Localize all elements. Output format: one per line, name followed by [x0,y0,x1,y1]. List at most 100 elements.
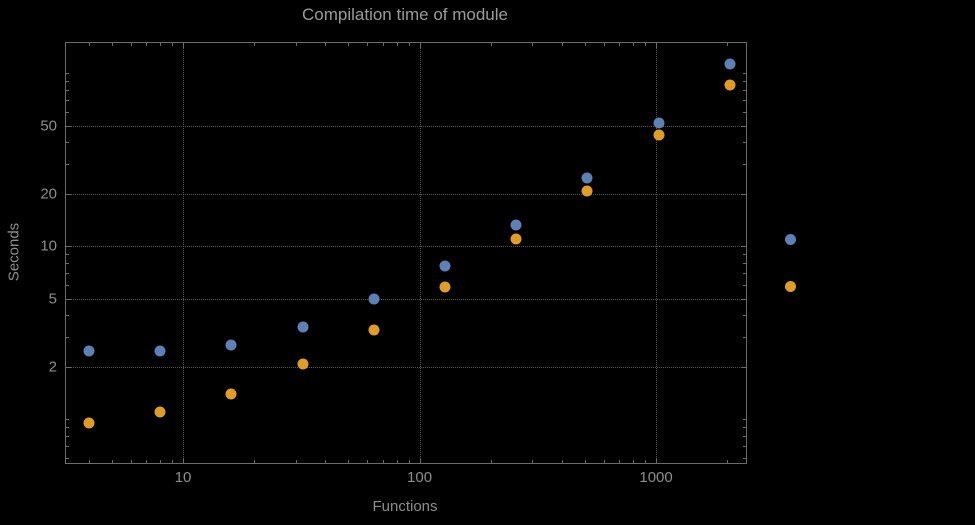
y-minor-tick [743,427,746,429]
y-major-tick [741,298,746,300]
x-minor-tick [603,43,605,46]
x-minor-tick [348,460,350,463]
x-minor-tick [408,460,410,463]
data-point-series-2 [297,358,309,370]
x-tick-label: 1000 [639,469,673,486]
y-minor-tick [743,254,746,256]
x-major-tick [419,43,421,48]
x-minor-tick [172,43,174,46]
x-minor-tick [619,43,621,46]
x-minor-tick [382,43,384,46]
data-point-series-2 [83,417,95,429]
data-point-series-2 [510,233,522,245]
y-gridline [66,246,746,248]
y-minor-tick [743,73,746,75]
y-minor-tick [743,273,746,275]
y-minor-tick [66,111,69,113]
legend-marker-series-2 [785,281,796,292]
y-minor-tick [66,427,69,429]
x-minor-tick [584,43,586,46]
x-minor-tick [584,460,586,463]
y-minor-tick [743,111,746,113]
y-major-tick [66,367,71,369]
y-minor-tick [66,254,69,256]
x-major-tick [656,43,658,48]
x-major-tick [183,458,185,463]
x-minor-tick [561,43,563,46]
x-major-tick [183,43,185,48]
data-point-series-2 [154,406,166,418]
plot-area: 10 100 1000 2 5 10 20 50 [40,42,747,486]
x-minor-tick [146,460,148,463]
y-major-tick [66,246,71,248]
data-point-series-1 [225,339,237,351]
x-gridline [656,43,658,463]
data-point-series-1 [297,321,309,333]
x-minor-tick [88,43,90,46]
y-minor-tick [66,446,69,448]
y-minor-tick [743,100,746,102]
y-minor-tick [66,273,69,275]
x-minor-tick [130,460,132,463]
x-minor-tick [295,460,297,463]
y-minor-tick [66,315,69,317]
y-gridline [66,125,746,127]
x-gridline [183,43,185,463]
legend-marker-series-1 [785,234,796,245]
x-minor-tick [111,460,113,463]
y-minor-tick [66,81,69,83]
x-minor-tick [396,460,398,463]
x-minor-tick [146,43,148,46]
y-minor-tick [743,446,746,448]
x-minor-tick [619,460,621,463]
y-minor-tick [66,90,69,92]
x-minor-tick [727,43,729,46]
x-major-tick [419,458,421,463]
data-point-series-1 [581,172,593,184]
y-axis-label: Seconds [5,222,23,282]
y-tick-label: 50 [40,117,57,135]
y-major-tick [66,298,71,300]
x-minor-tick [490,43,492,46]
data-point-series-2 [581,185,593,197]
x-minor-tick [408,43,410,46]
x-minor-tick [325,460,327,463]
y-major-tick [741,367,746,369]
data-point-series-2 [724,79,736,91]
data-point-series-1 [653,117,664,129]
y-minor-tick [66,419,69,421]
x-minor-tick [727,460,729,463]
x-minor-tick [645,43,647,46]
y-tick-label: 5 [48,290,57,308]
y-minor-tick [66,73,69,75]
x-minor-tick [254,43,256,46]
y-minor-tick [743,284,746,286]
y-gridline [66,194,746,196]
y-minor-tick [66,100,69,102]
x-minor-tick [561,460,563,463]
x-minor-tick [111,43,113,46]
y-minor-tick [66,163,69,165]
data-point-series-1 [83,345,95,357]
x-minor-tick [532,43,534,46]
data-point-series-1 [724,58,736,70]
x-minor-tick [160,43,162,46]
y-minor-tick [743,263,746,265]
y-minor-tick [743,419,746,421]
x-minor-tick [633,43,635,46]
y-tick-label: 20 [40,185,57,203]
x-minor-tick [367,460,369,463]
y-minor-tick [743,81,746,83]
x-minor-tick [633,460,635,463]
x-minor-tick [603,460,605,463]
x-minor-tick [348,43,350,46]
y-major-tick [741,125,746,127]
x-minor-tick [160,460,162,463]
data-point-series-1 [368,293,380,305]
data-point-series-1 [154,345,166,357]
x-minor-tick [295,43,297,46]
x-gridline [419,43,421,463]
y-minor-tick [743,90,746,92]
x-minor-tick [130,43,132,46]
